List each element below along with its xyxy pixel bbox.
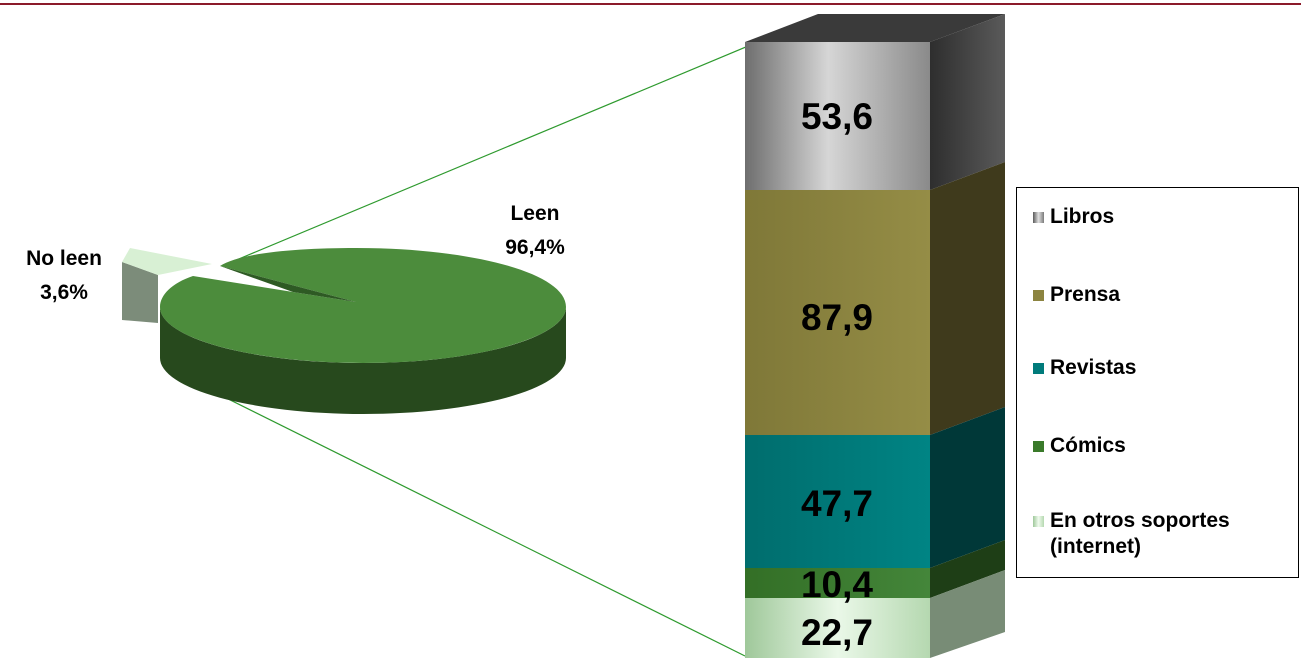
bar-side-revistas <box>930 407 1005 568</box>
bar-segment-libros <box>745 42 930 190</box>
legend-item-prensa: Prensa <box>1033 282 1120 308</box>
pie-label-leen-name: Leen <box>510 202 559 225</box>
connector-top <box>221 15 821 267</box>
pie-slice-leen-cut <box>220 266 356 302</box>
bar-label-revistas: 47,7 <box>801 483 873 524</box>
legend-swatch-prensa <box>1033 290 1044 301</box>
bar-side-libros <box>930 14 1005 190</box>
legend-item-comics: Cómics <box>1033 433 1126 459</box>
legend-swatch-comics <box>1033 441 1044 452</box>
bar-top-face <box>745 14 1005 42</box>
legend-label-libros: Libros <box>1050 205 1115 228</box>
bar-segment-prensa <box>745 190 930 435</box>
legend-label-comics: Cómics <box>1050 434 1126 457</box>
pie-label-no-leen-value: 3,6% <box>40 281 88 304</box>
bar-side-otros <box>930 570 1005 658</box>
chart-legend: Libros Prensa Revistas Cómics En otros s… <box>1016 187 1299 578</box>
stacked-bar <box>745 14 1005 658</box>
bar-side-prensa <box>930 162 1005 435</box>
pie-label-leen-value: 96,4% <box>505 236 565 259</box>
pie-slice-leen <box>160 248 566 363</box>
bar-label-prensa: 87,9 <box>801 297 873 338</box>
legend-item-otros: En otros soportes (internet) <box>1033 508 1290 560</box>
legend-item-libros: Libros <box>1033 204 1114 230</box>
pie-slice-leen-side <box>160 307 566 414</box>
pie-chart <box>122 248 566 414</box>
bar-label-libros: 53,6 <box>801 96 873 137</box>
bar-segment-comics <box>745 568 930 598</box>
legend-label-prensa: Prensa <box>1050 283 1121 306</box>
legend-swatch-libros <box>1033 212 1044 223</box>
legend-label-otros: En otros soportes (internet) <box>1050 509 1230 558</box>
bar-segment-otros <box>745 598 930 658</box>
bar-segment-revistas <box>745 435 930 568</box>
legend-item-revistas: Revistas <box>1033 355 1136 381</box>
bar-label-comics: 10,4 <box>801 564 873 605</box>
legend-swatch-revistas <box>1033 363 1044 374</box>
pie-label-no-leen-name: No leen <box>26 247 102 270</box>
pie-slice-no-leen-side <box>122 262 158 323</box>
legend-label-revistas: Revistas <box>1050 356 1137 379</box>
legend-swatch-otros <box>1033 516 1044 527</box>
bar-side-comics <box>930 540 1005 598</box>
connector-bottom <box>173 371 746 657</box>
bar-label-otros: 22,7 <box>801 612 873 653</box>
pie-slice-no-leen <box>122 248 212 275</box>
